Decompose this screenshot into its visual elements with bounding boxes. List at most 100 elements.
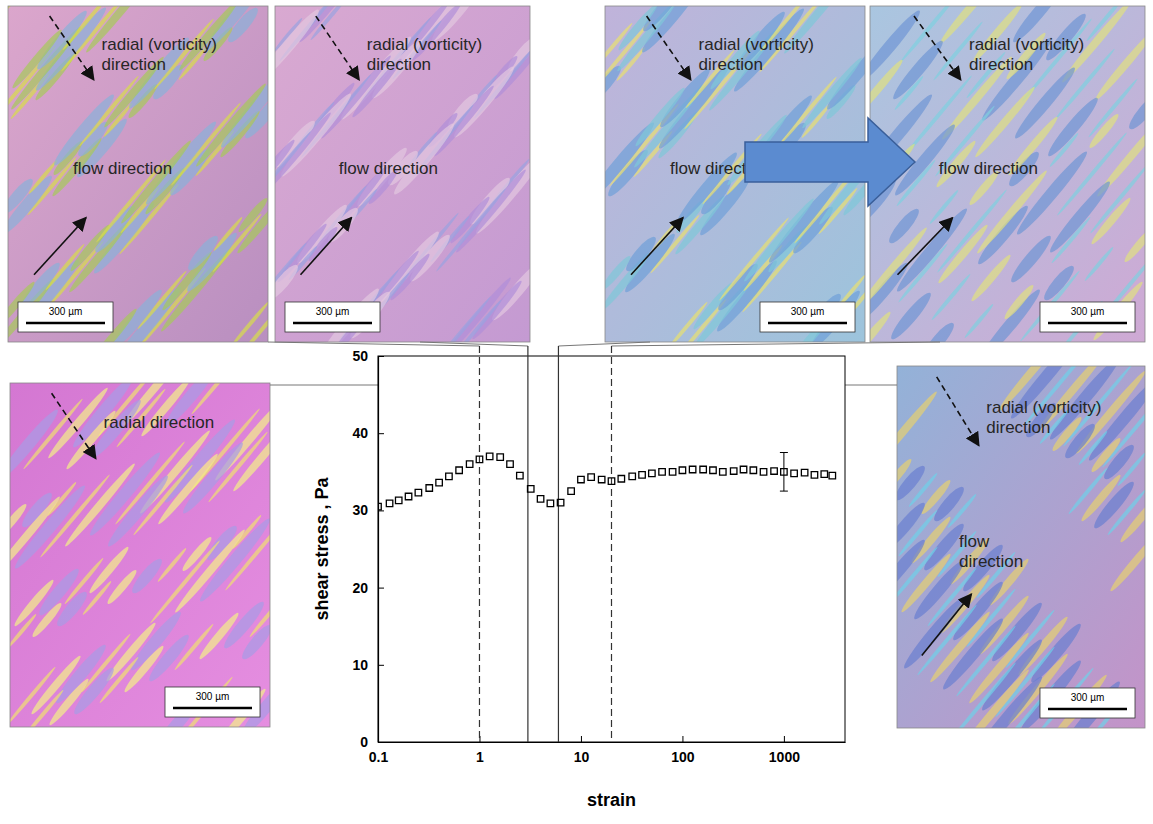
texture-streak (870, 309, 893, 342)
texture-streak (1002, 283, 1036, 322)
texture-streak (1122, 226, 1145, 265)
texture-streak (667, 301, 709, 342)
data-point (679, 467, 685, 473)
tick: 20 (352, 580, 384, 596)
texture-streak (160, 249, 215, 312)
radial-label: radial (vorticity)direction (986, 398, 1101, 437)
tick-label: 100 (671, 749, 695, 765)
radial-label: radial (vorticity)direction (367, 35, 482, 74)
texture-streak (8, 6, 24, 24)
strain-marker-line (611, 346, 612, 742)
micrograph-panel: radial (vorticity)directionflow directio… (580, 0, 892, 371)
blue-arrow (745, 118, 915, 206)
data-point (395, 497, 401, 503)
text-line: flow (959, 532, 990, 551)
strain-marker-line (527, 346, 528, 742)
texture-streak (10, 494, 63, 582)
texture-streak (105, 568, 139, 607)
scale-bar-box (1040, 688, 1135, 718)
texture-streak (1050, 415, 1084, 454)
data-point (700, 466, 706, 472)
radial-label: radial (vorticity)direction (102, 35, 217, 74)
data-point (771, 468, 777, 474)
texture-streak (23, 689, 65, 727)
text-line: radial (vorticity) (102, 35, 217, 54)
data-point (740, 466, 746, 472)
scale-bar-box (1040, 302, 1135, 332)
texture-streak (10, 666, 57, 727)
data-point (659, 469, 665, 475)
scale-bar-label: 300 µm (791, 306, 825, 317)
texture-streak (622, 233, 659, 274)
data-point (386, 500, 392, 506)
panel-border (10, 383, 270, 727)
figure: radial (vorticity)directionflow directio… (0, 0, 1153, 824)
texture-streak (776, 75, 838, 148)
texture-streak (10, 406, 62, 484)
scale-bar (1048, 708, 1127, 711)
texture-streak (8, 175, 37, 216)
radial-label: radial direction (104, 413, 215, 432)
tick-mark (378, 588, 384, 589)
scale-bar-label: 300 µm (316, 306, 350, 317)
scale-bar-label: 300 µm (1071, 692, 1105, 703)
tick: 40 (352, 425, 384, 441)
data-marks (378, 453, 836, 510)
data-point (598, 476, 604, 482)
texture-streak (435, 187, 507, 272)
tick-mark (378, 433, 384, 434)
texture-streak (306, 225, 340, 264)
texture-streak (179, 439, 247, 517)
texture-streak (193, 81, 268, 169)
text-line: flow direction (339, 159, 438, 178)
text-line: radial (vorticity) (969, 35, 1084, 54)
panel-texture (897, 366, 1145, 728)
texture-streak (1046, 178, 1114, 256)
data-point (446, 473, 452, 479)
texture-streak (656, 65, 714, 131)
error-bar-cap (780, 491, 788, 492)
texture-streak (974, 168, 1050, 256)
panel-texture (870, 6, 1145, 342)
data-point (801, 469, 807, 475)
strain-marker-line (479, 346, 480, 742)
texture-streak (718, 216, 790, 301)
text-line: direction (986, 418, 1050, 437)
tick-label: 0.1 (369, 749, 389, 765)
tick-label: 1 (476, 749, 484, 765)
texture-streak (1079, 472, 1124, 523)
tick-mark (682, 736, 683, 742)
texture-streak (81, 580, 112, 616)
data-point (557, 499, 563, 505)
flow-label: flowdirection (959, 532, 1023, 571)
y-axis: 01020304050 (352, 348, 384, 750)
texture-streak (1125, 91, 1145, 132)
panel-border (870, 6, 1145, 342)
texture-streak (930, 273, 972, 322)
scale-bar-box (760, 302, 855, 332)
panel-texture (10, 383, 270, 727)
texture-streak (78, 74, 140, 147)
data-point (527, 486, 533, 492)
texture-streak (1083, 246, 1114, 282)
texture-streak (633, 85, 688, 148)
tick-label: 20 (352, 580, 368, 596)
texture-streak (765, 176, 844, 266)
tick-mark (378, 356, 384, 357)
error-bar-stem (783, 453, 784, 492)
panel-background (870, 6, 1145, 342)
data-point (669, 469, 675, 475)
data-point (811, 472, 817, 478)
texture-streak (920, 319, 957, 342)
data-point (436, 479, 442, 485)
radial-arrow (647, 16, 691, 80)
scale-bar-box (18, 302, 113, 332)
connector-line (845, 385, 897, 386)
tick-mark (378, 665, 384, 666)
texture-streak (1007, 232, 1055, 286)
data-point (426, 485, 432, 491)
connector-line (612, 342, 941, 346)
texture-streak (470, 278, 525, 341)
texture-streak (605, 22, 634, 71)
tick-mark (378, 742, 384, 743)
